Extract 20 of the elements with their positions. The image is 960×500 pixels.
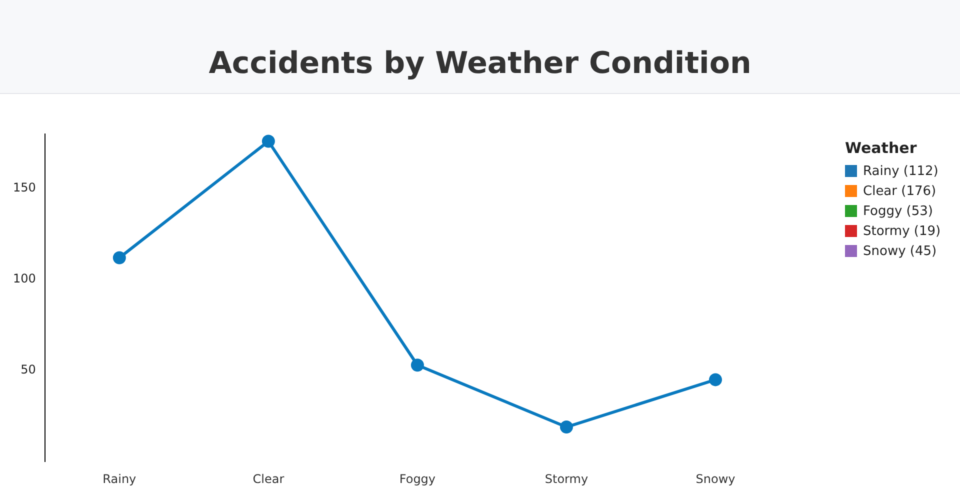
text: Foggy (53) — [863, 204, 933, 218]
point — [262, 134, 275, 148]
x-tick-label: Foggy — [399, 472, 436, 486]
point — [708, 373, 722, 386]
point — [112, 251, 126, 264]
legend-title: Weather — [845, 139, 918, 157]
text: Stormy (19) — [863, 224, 941, 238]
chart-title: Accidents by Weather Condition — [208, 46, 752, 81]
text: Clear (176) — [863, 184, 936, 198]
y-tick-label: 150 — [13, 180, 36, 195]
text: Rainy (112) — [863, 164, 938, 178]
y-tick-label: 50 — [20, 362, 36, 377]
point — [410, 358, 424, 372]
x-tick-label: Snowy — [696, 472, 736, 486]
text: Snowy (45) — [863, 244, 937, 258]
x-tick-label: Rainy — [102, 472, 136, 486]
point — [560, 420, 573, 434]
x-tick-label: Clear — [252, 472, 284, 486]
x-tick-label: Stormy — [544, 472, 588, 486]
y-tick-label: 100 — [13, 272, 36, 286]
